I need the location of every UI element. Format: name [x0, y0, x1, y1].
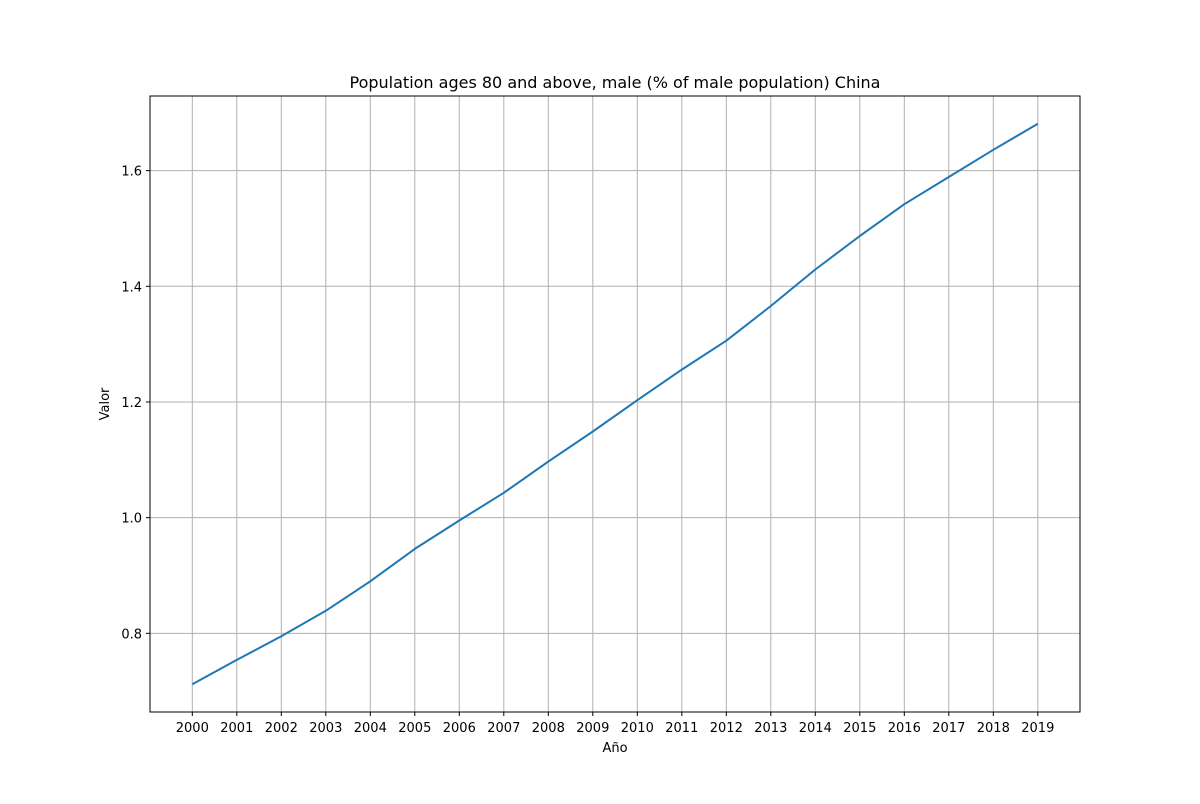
x-tick-label: 2004 [354, 721, 387, 736]
x-tick-label: 2002 [265, 721, 298, 736]
series-layer [191, 122, 1039, 686]
x-tick-label: 2009 [576, 721, 609, 736]
y-axis-label: Valor [98, 387, 113, 420]
plot-frame [149, 95, 1081, 713]
x-tick-label: 2012 [710, 721, 743, 736]
y-tick-label: 0.8 [121, 627, 142, 642]
x-tick-label: 2016 [888, 721, 921, 736]
x-tick-label: 2011 [665, 721, 698, 736]
x-tick-label: 2017 [932, 721, 965, 736]
x-tick-label: 2014 [799, 721, 832, 736]
x-tick-label: 2013 [754, 721, 787, 736]
x-tick-label: 2015 [843, 721, 876, 736]
x-tick-label: 2006 [443, 721, 476, 736]
x-tick-label: 2001 [220, 721, 253, 736]
y-tick-label: 1.2 [121, 396, 142, 411]
y-tick-label: 1.6 [121, 165, 142, 180]
chart-title: Population ages 80 and above, male (% of… [350, 73, 881, 92]
x-tick-label: 2008 [532, 721, 565, 736]
series-line [191, 122, 1039, 686]
x-tick-label: 2007 [487, 721, 520, 736]
ticks-layer: 2000 2001 2002 2003 2004 2005 2006 2007 2008 2009… [121, 165, 1054, 736]
y-tick-label: 1.4 [121, 280, 142, 295]
x-tick-label: 2018 [977, 721, 1010, 736]
x-tick-label: 2003 [309, 721, 342, 736]
x-tick-label: 2005 [398, 721, 431, 736]
x-tick-label: 2019 [1021, 721, 1054, 736]
x-tick-label: 2010 [621, 721, 654, 736]
grid-layer [150, 96, 1080, 712]
x-axis-label: Año [602, 741, 627, 756]
y-tick-label: 1.0 [121, 512, 142, 527]
x-tick-label: 2000 [176, 721, 209, 736]
